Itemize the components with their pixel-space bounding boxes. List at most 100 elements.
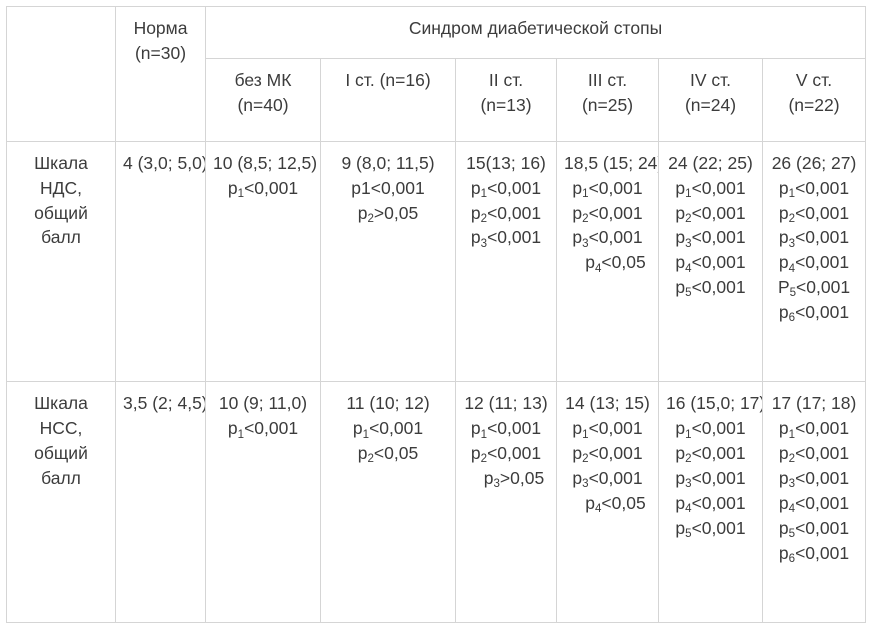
header-norm: Норма (n=30) — [115, 6, 206, 142]
p-value-threshold: 0,001 — [701, 252, 746, 273]
p-value-operator: < — [795, 443, 806, 464]
p-value-name: p — [585, 252, 595, 273]
p-value-name: p — [675, 202, 686, 223]
p-value-subscript: 5 — [788, 527, 796, 540]
p-value: p2<0,001 — [666, 441, 755, 466]
p-value-subscript: 4 — [685, 262, 692, 275]
p-value-operator: < — [691, 418, 702, 439]
p-value-name: p — [778, 542, 789, 563]
p-value: p5<0,001 — [770, 516, 858, 541]
data-cell: 14 (13; 15) p1<0,001 p2<0,001 p3<0,001 p4<0,… — [556, 381, 659, 623]
p-value-subscript: 1 — [237, 428, 245, 441]
p-value-threshold: 0,001 — [701, 418, 746, 439]
p-value: p6<0,001 — [770, 300, 858, 325]
header-subcolumn-line1: II ст. — [488, 69, 524, 90]
p-value-operator: < — [691, 252, 702, 273]
header-subcolumn-line2: (n=24) — [684, 94, 737, 115]
p-value: p1<0,001 — [770, 416, 858, 441]
p-value-operator: > — [373, 202, 385, 223]
p-value-name: p — [572, 202, 583, 223]
p-value-threshold: 0,001 — [497, 443, 542, 464]
p-value-operator: < — [691, 492, 702, 513]
header-row-top: Норма (n=30) Синдром диабетической стопы — [6, 6, 867, 142]
p-value-threshold: 0,001 — [701, 177, 746, 198]
p-value-name: p — [585, 492, 595, 513]
header-subcolumn-2: II ст. (n=13) — [455, 57, 557, 142]
p-value-threshold: 0,001 — [701, 202, 746, 223]
p-value: p4<0,001 — [770, 250, 858, 275]
p-value: p5<0,001 — [666, 275, 755, 300]
p-value-subscript: 4 — [595, 262, 602, 275]
p-value-threshold: 0,001 — [598, 177, 643, 198]
p-value-name: p — [470, 443, 481, 464]
data-cell: 16 (15,0; 17) p1<0,001 p2<0,001 p3<0,001 p4<… — [658, 381, 763, 623]
p-value: p1<0,001 — [463, 416, 549, 441]
p-value-subscript: 1 — [788, 428, 796, 441]
p-value-threshold: 0,001 — [497, 418, 542, 439]
p-value: p5<0,001 — [666, 516, 755, 541]
p-value-operator: < — [691, 517, 702, 538]
p-value-operator: < — [795, 252, 806, 273]
p-value-operator: < — [487, 443, 498, 464]
p-value: p4<0,001 — [770, 491, 858, 516]
p-value-name: p — [470, 202, 481, 223]
p-value-operator: < — [796, 277, 807, 298]
p-value-name: p — [352, 418, 363, 439]
p-value-subscript: 4 — [595, 503, 602, 516]
p-value-name: p — [357, 202, 368, 223]
cell-value: 10 (8,5; 12,5) — [213, 152, 318, 173]
p-value-name: p — [778, 418, 789, 439]
p-value: p2<0,001 — [564, 201, 651, 226]
p-value-operator: < — [691, 202, 702, 223]
p-value-subscript: 6 — [788, 552, 796, 565]
p-value-threshold: 0,001 — [805, 467, 850, 488]
p-value-subscript: 4 — [685, 503, 692, 516]
p-value-operator: < — [244, 177, 255, 198]
p-value-name: p — [778, 517, 789, 538]
p-value-operator: < — [487, 177, 498, 198]
header-subcolumn-line2: (n=22) — [788, 94, 840, 115]
p-value-subscript: 1 — [685, 187, 692, 200]
p-value-threshold: 0,001 — [805, 492, 850, 513]
p-value-threshold: 0,001 — [254, 418, 299, 439]
p-value-subscript: 1 — [788, 187, 796, 200]
p-value-name: p — [357, 443, 368, 464]
p-value: p2<0,05 — [328, 441, 448, 466]
p-value-threshold: 0,001 — [805, 517, 850, 538]
p-value: p1<0,001 — [328, 416, 448, 441]
p-value-name: p — [778, 177, 789, 198]
p-value-subscript: 1 — [480, 187, 488, 200]
data-cell: 15(13; 16) p1<0,001 p2<0,001 p3<0,001 — [455, 140, 557, 383]
p-value-name: p — [572, 418, 583, 439]
p-value-subscript: 3 — [685, 478, 692, 491]
p-value-operator: < — [601, 492, 612, 513]
p-value: p2<0,001 — [770, 441, 858, 466]
table-container: Норма (n=30) Синдром диабетической стопы бе… — [6, 6, 867, 623]
p-value-operator: < — [795, 418, 806, 439]
p-value-threshold: 0,001 — [805, 227, 850, 248]
p-value-threshold: 0,001 — [254, 177, 299, 198]
table-row: Шкала НДС, общий балл 4 (3,0; 5,0) 10 (8,5… — [6, 140, 867, 383]
p-value: P5<0,001 — [770, 275, 858, 300]
p-value-name: p — [778, 301, 789, 322]
p-value-operator: < — [588, 443, 599, 464]
p-value-name: p — [675, 467, 686, 488]
data-cell: 12 (11; 13) p1<0,001 p2<0,001 p3>0,05 — [455, 381, 557, 623]
p-value-name: p — [675, 227, 686, 248]
p-value-name: p — [778, 202, 789, 223]
p-value-operator: < — [487, 202, 498, 223]
p-value-operator: < — [795, 177, 806, 198]
p-value-name: p — [778, 492, 789, 513]
p-value-operator: < — [487, 418, 498, 439]
header-subcolumn-5: V ст. (n=22) — [761, 57, 867, 142]
p-value-operator: < — [795, 202, 806, 223]
p-value-operator: < — [691, 467, 702, 488]
cell-value: 11 (10; 12) — [346, 393, 430, 414]
header-subcolumn-line1: без МК — [234, 69, 292, 90]
p-value-name: p — [470, 418, 481, 439]
p-value-operator: < — [795, 492, 806, 513]
p-value: p2<0,001 — [463, 201, 549, 226]
cell-value: 16 (15,0; 17) — [666, 393, 763, 414]
p-value: p2>0,05 — [328, 201, 448, 226]
header-subcolumn-line1: IV ст. — [689, 69, 732, 90]
